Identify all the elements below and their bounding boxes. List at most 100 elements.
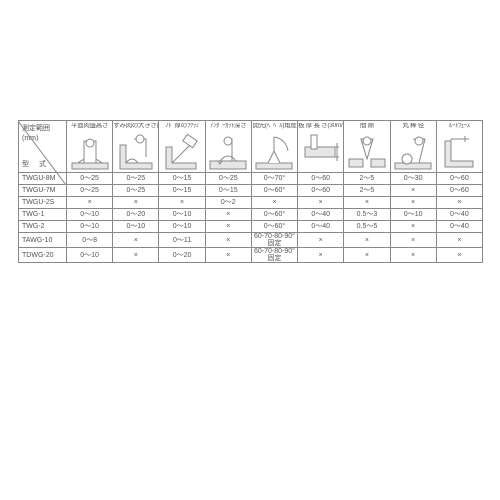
corner-cell: 測定範囲 (mm) 型 式 [19, 121, 67, 173]
value-cell: 0～60 [436, 173, 482, 185]
value-cell: 60-70-80-90°固定 [251, 233, 297, 248]
flat-icon [70, 133, 110, 171]
fillet-icon [116, 133, 156, 171]
model-cell: TDWG-20 [19, 248, 67, 263]
value-cell: 0～10 [159, 221, 205, 233]
value-cell: × [390, 185, 436, 197]
col-header-c5: 板 厚 長 さ(30m/m以下) [298, 121, 344, 173]
table-row: TWG-10～100～200～10×0～60°0～400.5～30～100～40 [19, 209, 483, 221]
value-cell: 0～10 [159, 209, 205, 221]
value-cell: × [159, 197, 205, 209]
value-cell: × [344, 233, 390, 248]
value-cell: × [390, 233, 436, 248]
model-cell: TWG-1 [19, 209, 67, 221]
value-cell: × [205, 233, 251, 248]
value-cell: 0～25 [113, 185, 159, 197]
value-cell: 0～25 [205, 173, 251, 185]
col-header-c6: 間 隙 [344, 121, 390, 173]
table-row: TWG-20～100～100～10×0～60°0～400.5～5×0～40 [19, 221, 483, 233]
value-cell: × [205, 221, 251, 233]
value-cell: 0～10 [390, 209, 436, 221]
value-cell: × [67, 197, 113, 209]
col-header-c0: 平面肉盛高さ [67, 121, 113, 173]
value-cell: 0～20 [113, 209, 159, 221]
value-cell: 0～20 [159, 248, 205, 263]
value-cell: 0～11 [159, 233, 205, 248]
bevel-icon [254, 133, 294, 171]
value-cell: 0～2 [205, 197, 251, 209]
value-cell: 60-70-80-90°固定 [251, 248, 297, 263]
value-cell: 0～25 [67, 185, 113, 197]
value-cell: 0～40 [436, 221, 482, 233]
value-cell: 0～70° [251, 173, 297, 185]
value-cell: 0～40 [298, 209, 344, 221]
value-cell: 0～15 [159, 173, 205, 185]
value-cell: 2～5 [344, 185, 390, 197]
table-row: TWGU-8M0～250～250～150～250～70°0～602～50～300… [19, 173, 483, 185]
value-cell: × [436, 233, 482, 248]
table-row: TAWG-100～8×0～11×60-70-80-90°固定×××× [19, 233, 483, 248]
value-cell: × [113, 197, 159, 209]
undercut-icon [208, 133, 248, 171]
value-cell: 0～10 [67, 221, 113, 233]
value-cell: 0.5～5 [344, 221, 390, 233]
model-cell: TWG-2 [19, 221, 67, 233]
col-label: 板 厚 長 さ(30m/m以下) [298, 123, 343, 133]
col-header-c4: 開先(ﾍﾞﾍﾞﾙ)角度 [251, 121, 297, 173]
table-row: TDWG-200～10×0～20×60-70-80-90°固定×××× [19, 248, 483, 263]
value-cell: 0～60 [436, 185, 482, 197]
value-cell: × [390, 248, 436, 263]
value-cell: × [298, 197, 344, 209]
col-header-c1: すみ肉の大きさ(脚長) [113, 121, 159, 173]
round-icon [393, 133, 433, 171]
value-cell: × [436, 197, 482, 209]
value-cell: 0～8 [67, 233, 113, 248]
throat-icon [162, 133, 202, 171]
value-cell: 0.5～3 [344, 209, 390, 221]
model-cell: TAWG-10 [19, 233, 67, 248]
value-cell: 0～10 [113, 221, 159, 233]
root-icon [439, 133, 479, 171]
col-header-c3: ｱﾝﾀﾞｰｶｯﾄ深さ [205, 121, 251, 173]
value-cell: 0～60° [251, 209, 297, 221]
spec-table-wrapper: 測定範囲 (mm) 型 式 平面肉盛高さすみ肉の大きさ(脚長)ﾉﾄﾞ厚のﾌｸﾗﾐ… [18, 120, 483, 263]
col-label: 開先(ﾍﾞﾍﾞﾙ)角度 [252, 123, 297, 133]
model-cell: TWGU-2S [19, 197, 67, 209]
value-cell: 0～25 [113, 173, 159, 185]
value-cell: × [344, 248, 390, 263]
col-header-c7: 丸 棒 径 [390, 121, 436, 173]
value-cell: 0～60 [298, 185, 344, 197]
value-cell: × [390, 221, 436, 233]
value-cell: × [344, 197, 390, 209]
thick-icon [301, 133, 341, 171]
value-cell: 0～60° [251, 221, 297, 233]
table-row: TWGU-7M0～250～250～150～150～60°0～602～5×0～60 [19, 185, 483, 197]
value-cell: 0～40 [436, 209, 482, 221]
value-cell: × [205, 248, 251, 263]
value-cell: 0～40 [298, 221, 344, 233]
value-cell: × [113, 233, 159, 248]
value-cell: 0～25 [67, 173, 113, 185]
col-header-c8: ﾙｰﾄﾌｪｰｽ [436, 121, 482, 173]
value-cell: × [298, 248, 344, 263]
col-label: すみ肉の大きさ(脚長) [113, 123, 158, 133]
col-label: ｱﾝﾀﾞｰｶｯﾄ深さ [206, 123, 251, 133]
col-label: 間 隙 [344, 123, 389, 133]
value-cell: 0～30 [390, 173, 436, 185]
value-cell: × [390, 197, 436, 209]
value-cell: 0～10 [67, 248, 113, 263]
value-cell: 2～5 [344, 173, 390, 185]
value-cell: 0～60° [251, 185, 297, 197]
corner-diagonal-icon [18, 121, 66, 185]
model-cell: TWGU-7M [19, 185, 67, 197]
col-label: 丸 棒 径 [391, 123, 436, 133]
value-cell: 0～10 [67, 209, 113, 221]
gap-icon [347, 133, 387, 171]
col-label: ﾉﾄﾞ厚のﾌｸﾗﾐ [159, 123, 204, 133]
col-label: ﾙｰﾄﾌｪｰｽ [437, 123, 482, 133]
value-cell: × [298, 233, 344, 248]
value-cell: × [205, 209, 251, 221]
value-cell: 0～15 [205, 185, 251, 197]
value-cell: × [251, 197, 297, 209]
value-cell: × [436, 248, 482, 263]
